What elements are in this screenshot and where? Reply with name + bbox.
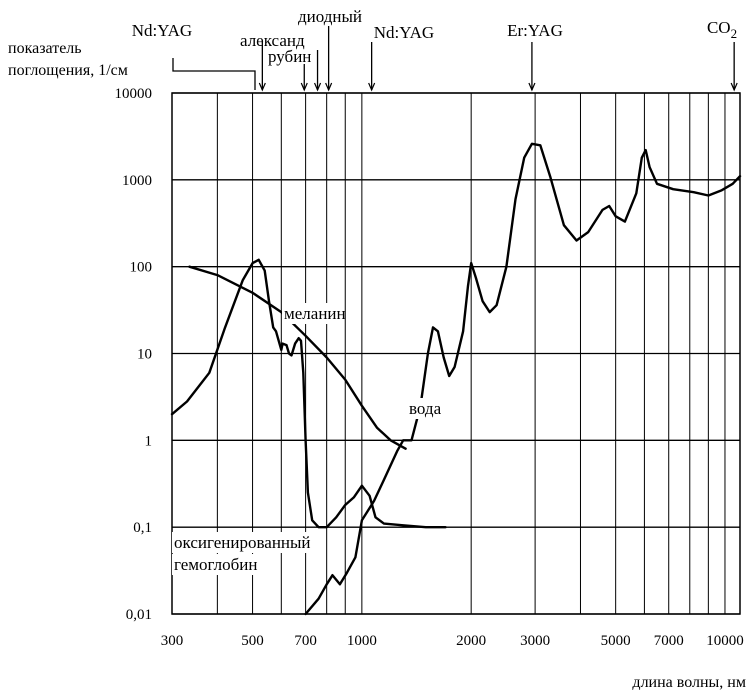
series-line — [188, 265, 407, 450]
x-axis-label: длина волны, нм — [632, 674, 746, 691]
annotation-background — [282, 303, 343, 324]
y-tick-label: 10000 — [115, 86, 153, 102]
series-line — [170, 258, 447, 529]
y-axis-label: показатель — [8, 40, 82, 57]
laser-marker-arrow — [730, 82, 738, 92]
annotation-background — [407, 398, 442, 419]
ylabel-bracket — [172, 58, 256, 90]
plot-frame — [171, 92, 741, 615]
plot-border — [171, 92, 741, 615]
y-tick-label: 0,1 — [133, 520, 152, 536]
x-tick-label: 3000 — [520, 633, 550, 649]
laser-marker-arrow — [313, 82, 322, 92]
labels-layer: 10000 1000 100 10 1 0,1 0,01 300 500 700 1000 2000 3… — [8, 7, 746, 691]
series-annotation: оксигенированный — [174, 533, 311, 552]
y-tick-label: 0,01 — [126, 607, 152, 623]
laser-marker-arrow — [368, 82, 376, 92]
laser-label: CO2 — [707, 18, 737, 41]
laser-marker-arrow — [528, 82, 536, 92]
annotation-background — [172, 554, 258, 575]
x-tick-label: 700 — [294, 633, 317, 649]
laser-markers — [172, 26, 738, 92]
y-tick-label: 1 — [145, 433, 153, 449]
series-line — [304, 142, 742, 616]
y-axis-label: поглощения, 1/см — [8, 62, 128, 79]
y-tick-label: 1000 — [122, 173, 152, 189]
series-annotation: вода — [409, 399, 442, 418]
annotation-background — [172, 532, 310, 553]
laser-marker-arrow — [258, 82, 266, 92]
laser-label: Nd:YAG — [374, 23, 434, 42]
x-tick-label: 2000 — [456, 633, 486, 649]
laser-label: диодный — [298, 7, 362, 26]
x-tick-label: 1000 — [347, 633, 377, 649]
laser-label: Nd:YAG — [132, 21, 192, 40]
x-tick-label: 500 — [241, 633, 264, 649]
laser-label: александ — [240, 31, 305, 50]
y-tick-label: 100 — [130, 260, 153, 276]
laser-marker-arrow — [325, 82, 333, 92]
laser-marker-arrow — [300, 82, 308, 92]
x-tick-label: 10000 — [706, 633, 744, 649]
series-annotation: гемоглобин — [174, 555, 258, 574]
series-annotation: меланин — [284, 304, 346, 323]
laser-label: Er:YAG — [507, 21, 563, 40]
x-tick-label: 300 — [161, 633, 184, 649]
series-layer — [170, 142, 742, 616]
laser-label: рубин — [268, 47, 311, 66]
x-tick-label: 5000 — [601, 633, 631, 649]
x-tick-label: 7000 — [654, 633, 684, 649]
y-tick-label: 10 — [137, 347, 152, 363]
